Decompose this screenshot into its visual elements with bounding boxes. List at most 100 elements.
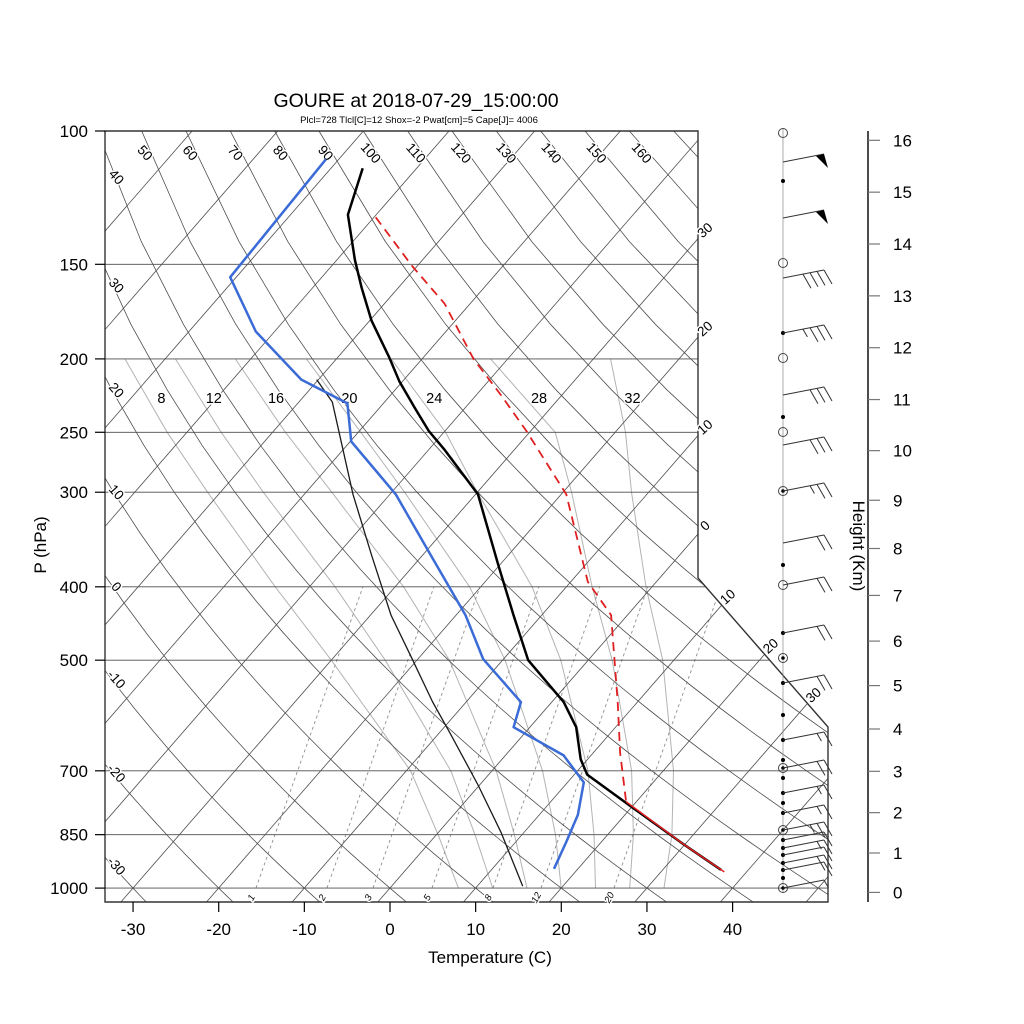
pressure-tick-label: 100 <box>60 122 88 141</box>
dry-adiabat-curve <box>362 131 828 902</box>
barb-staff <box>782 879 825 889</box>
height-tick-label: 0 <box>893 883 902 902</box>
wind-barb <box>778 576 833 593</box>
barb-station-dot <box>781 758 785 762</box>
temperature-tick-label: -10 <box>292 920 317 939</box>
barb-feather <box>809 327 819 343</box>
barb-feather <box>816 676 826 691</box>
isotherm-line <box>634 131 828 902</box>
barb-station-dot <box>781 801 785 805</box>
dry-adiabat-curve <box>105 131 413 902</box>
barb-pennant <box>816 210 828 224</box>
height-tick-label: 8 <box>893 539 902 558</box>
barb-feather <box>816 484 826 499</box>
mixing-ratio-line <box>372 586 481 889</box>
temperature-tick-label: 30 <box>637 920 656 939</box>
pressure-tick-label: 850 <box>60 826 88 845</box>
wind-barb <box>778 128 788 138</box>
height-tick-label: 1 <box>893 844 902 863</box>
barb-staff <box>782 534 825 544</box>
dry-adiabat-label-top: 50 <box>134 142 155 163</box>
wind-barb <box>778 258 788 268</box>
dry-adiabat-curve <box>584 131 828 902</box>
isotherm-line <box>105 131 107 902</box>
grid-dark-layer <box>105 131 828 902</box>
wind-barb <box>781 713 785 717</box>
barb-staff <box>782 731 825 741</box>
barb-staff <box>782 269 825 279</box>
plot-border <box>104 130 829 903</box>
barb-feather <box>816 388 826 403</box>
dry-adiabat-curve <box>105 131 152 902</box>
barb-feather <box>816 823 826 838</box>
dry-adiabat-curve <box>274 131 828 902</box>
barb-staff <box>782 324 825 334</box>
wind-barb <box>781 674 833 691</box>
barb-feather <box>809 272 819 288</box>
barb-station-circle <box>778 580 788 590</box>
wind-barb <box>781 839 833 855</box>
mixing-ratio-label: 12 <box>529 890 544 905</box>
wind-barb <box>781 846 833 862</box>
barb-feather <box>809 485 815 494</box>
barb-staff <box>782 576 825 586</box>
wind-barb <box>781 758 785 762</box>
dry-adiabat-curve <box>451 131 828 902</box>
barb-feather <box>802 273 812 289</box>
barb-feather <box>816 786 822 795</box>
barb-feather <box>823 624 833 640</box>
wind-barb <box>782 436 833 455</box>
wind-barb <box>782 153 828 168</box>
parcel-ascent-curve <box>374 216 627 802</box>
dry-adiabat-label-left: 20 <box>106 380 127 401</box>
height-tick-label: 16 <box>893 131 912 150</box>
temperature-tick-label: -30 <box>121 920 146 939</box>
mixing-ratio-label: 1 <box>246 893 258 903</box>
barb-feather <box>823 804 833 820</box>
grid-light-layer <box>124 358 722 889</box>
height-tick-label: 3 <box>893 762 902 781</box>
barb-feather <box>823 482 833 498</box>
wind-barb <box>782 534 833 551</box>
dry-adiabat-curve <box>629 131 828 902</box>
isotherm-line <box>105 131 279 902</box>
isotherm-line <box>105 131 450 902</box>
height-axis-title: Height (Km) <box>849 501 868 592</box>
moist-adiabat-label: 16 <box>268 391 284 407</box>
temperature-tick-label: 20 <box>552 920 571 939</box>
barb-feather <box>823 576 833 592</box>
mixing-ratio-line <box>492 586 601 889</box>
barb-feather <box>816 326 826 341</box>
dry-adiabat-curve <box>105 131 762 902</box>
mixing-ratio-label: 3 <box>363 892 376 902</box>
barb-feather <box>823 821 833 837</box>
height-tick-label: 12 <box>893 339 912 358</box>
barb-staff <box>782 209 825 219</box>
barb-station-circle <box>778 258 788 268</box>
barb-feather <box>823 784 833 800</box>
barb-feather <box>816 536 826 551</box>
barb-station-dot <box>781 776 785 780</box>
moist-adiabat-curve <box>124 358 459 889</box>
moist-adiabat-curve <box>490 358 634 889</box>
dry-adiabat-curve <box>105 131 326 902</box>
wet-bulb-curve <box>316 379 524 887</box>
dry-adiabat-label-top: 150 <box>583 140 609 167</box>
wind-barb-column <box>778 128 833 893</box>
pressure-tick-label: 250 <box>60 423 88 442</box>
plot-frame <box>104 130 829 903</box>
barb-feather <box>809 824 815 833</box>
dry-adiabat-label-left: 40 <box>106 166 127 187</box>
wind-barb <box>781 801 785 805</box>
mixing-ratio-line <box>613 586 722 889</box>
moist-adiabat-curve <box>610 358 675 889</box>
barb-feather <box>816 578 826 593</box>
barb-station-circle <box>778 353 788 363</box>
mixing-ratio-label: 8 <box>483 892 496 902</box>
barb-station-circle <box>778 427 788 437</box>
barb-feather <box>823 831 833 847</box>
dry-adiabat-label-top: 130 <box>493 140 519 167</box>
wind-barb <box>778 759 833 776</box>
